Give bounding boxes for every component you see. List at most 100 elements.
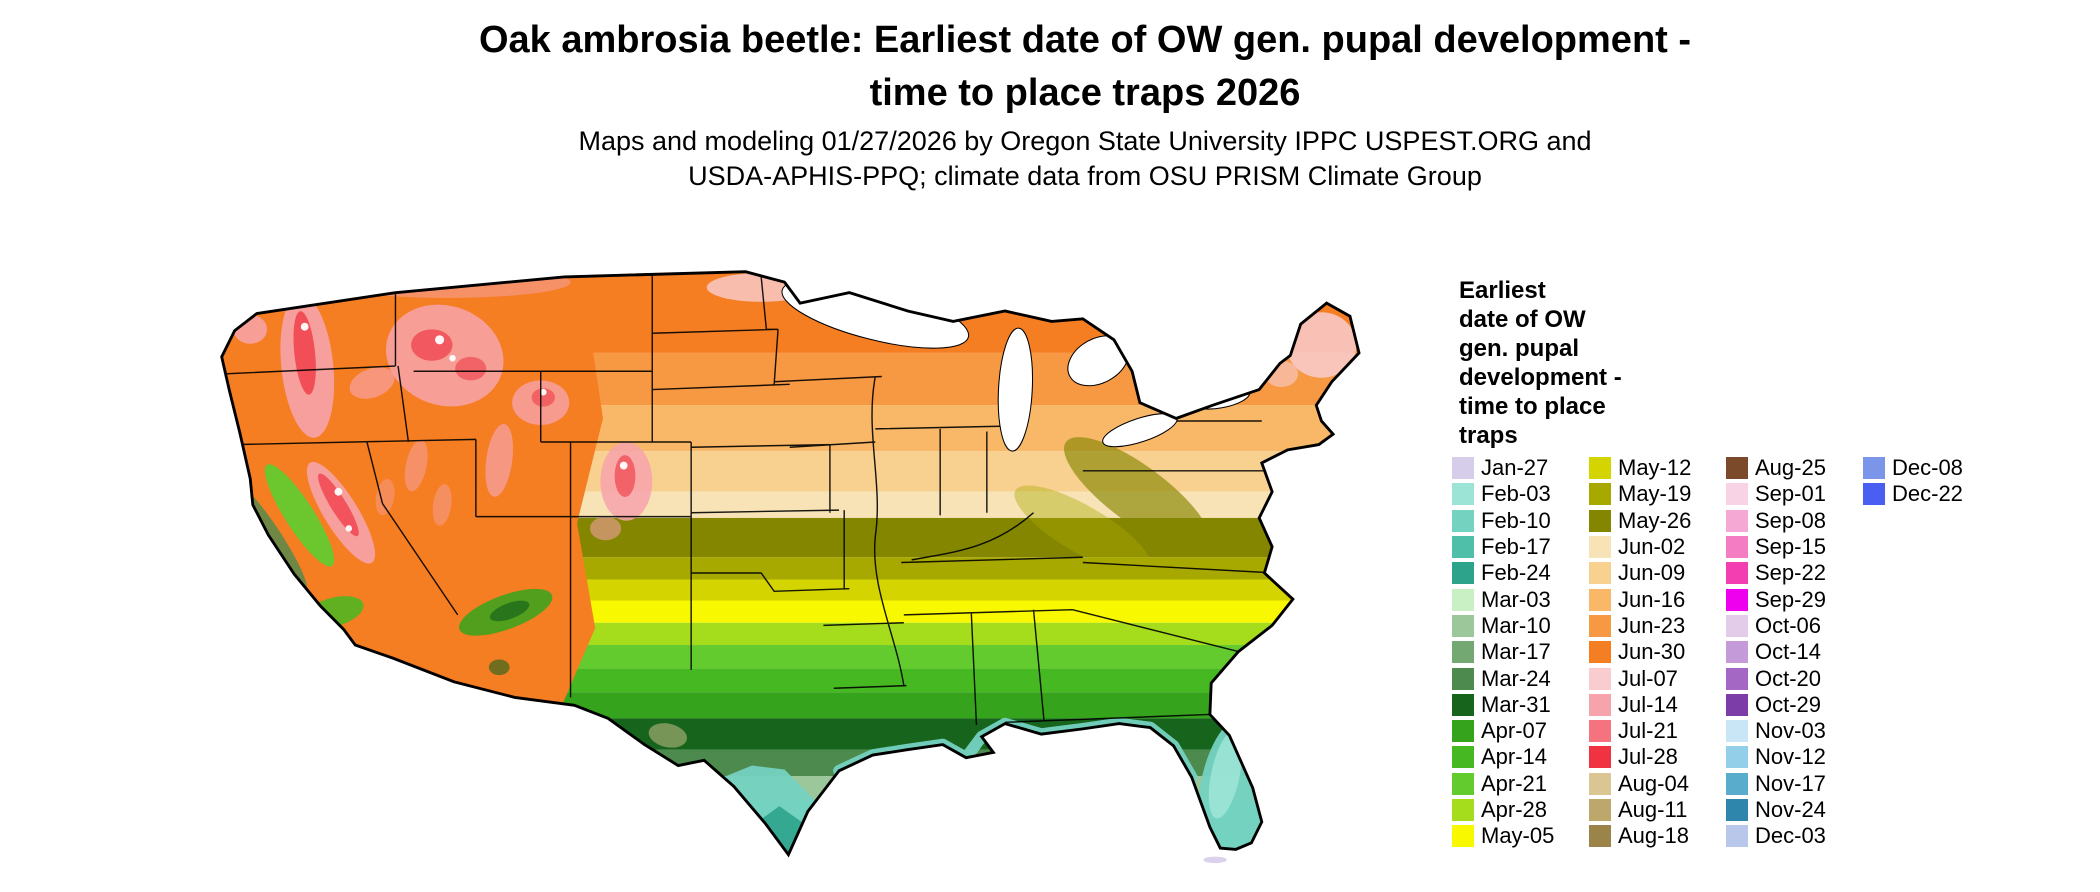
- legend-label: Apr-07: [1481, 718, 1548, 744]
- legend-entry: Aug-18: [1589, 823, 1726, 849]
- legend-label: Apr-28: [1481, 797, 1548, 822]
- legend-label: Dec-08: [1892, 455, 1963, 481]
- legend-label: May-19: [1618, 481, 1692, 507]
- legend-entry: Jan-27: [1452, 455, 1589, 481]
- snow-peak-dot: [345, 525, 353, 532]
- legend-swatch: [1452, 562, 1474, 585]
- legend-label: Mar-31: [1481, 691, 1551, 717]
- legend-swatch: [1726, 693, 1748, 716]
- legend-label: Jun-02: [1618, 534, 1686, 560]
- legend-entry: Aug-25: [1726, 455, 1863, 481]
- legend-swatch: [1589, 825, 1611, 848]
- great-lakes: [781, 278, 1251, 452]
- snow-peak-dot: [300, 322, 309, 331]
- legend-swatch: [1589, 588, 1611, 611]
- legend-label: Feb-17: [1481, 534, 1551, 560]
- legend-label: Feb-10: [1481, 507, 1551, 533]
- legend-entry: May-19: [1589, 481, 1726, 507]
- legend-title-line: development -: [1459, 364, 1622, 391]
- legend-swatch: [1589, 483, 1611, 506]
- subtitle-line-1: Maps and modeling 01/27/2026 by Oregon S…: [578, 126, 1592, 156]
- legend-entry: Oct-20: [1726, 665, 1863, 691]
- florida-inner-patch: [1208, 731, 1243, 819]
- legend-swatch: [1726, 825, 1748, 848]
- lake-michigan: [997, 327, 1034, 452]
- us-map-figure: [175, 235, 1420, 890]
- legend-swatch: [1589, 457, 1611, 480]
- legend-label: Mar-10: [1481, 612, 1551, 638]
- snow-peak-dot: [540, 388, 547, 396]
- legend-entry: Feb-10: [1452, 508, 1589, 534]
- legend-swatch: [1863, 483, 1885, 506]
- legend-entry: Jul-14: [1589, 692, 1726, 718]
- us-outline: [220, 270, 1361, 858]
- snow-peak-dot: [334, 487, 343, 496]
- legend-swatch: [1452, 588, 1474, 611]
- west-terrain: [233, 294, 687, 748]
- legend-swatch: [1589, 536, 1611, 559]
- legend-label: May-05: [1481, 823, 1555, 849]
- maine-patch: [1286, 312, 1357, 378]
- legend-label: Oct-20: [1755, 665, 1822, 691]
- legend-entry: Sep-29: [1726, 586, 1863, 612]
- legend-entry: May-26: [1589, 508, 1726, 534]
- legend-label: Oct-14: [1755, 639, 1822, 665]
- legend-label: Aug-11: [1618, 797, 1688, 822]
- legend-entry: Aug-11: [1589, 797, 1726, 823]
- legend-label: Sep-15: [1755, 534, 1826, 560]
- colorado-core-patch: [614, 455, 636, 497]
- legend-label: Oct-29: [1755, 691, 1822, 717]
- legend-entry: Aug-04: [1589, 771, 1726, 797]
- legend-entry: Sep-08: [1726, 508, 1863, 534]
- legend-label: Oct-06: [1755, 612, 1822, 638]
- title-line-2: time to place traps 2026: [869, 72, 1301, 114]
- legend-swatch: [1589, 693, 1611, 716]
- bitterroot-patch: [411, 329, 453, 361]
- blue-mountains-patch: [349, 367, 395, 399]
- legend-entry: Sep-01: [1726, 481, 1863, 507]
- legend-column: Dec-08 Dec-22: [1863, 455, 2000, 508]
- legend-swatch: [1726, 772, 1748, 795]
- legend-entry: Jun-09: [1589, 560, 1726, 586]
- legend-title-line: gen. pupal: [1459, 335, 1579, 362]
- legend-entry: Jun-23: [1589, 613, 1726, 639]
- legend-swatch: [1589, 562, 1611, 585]
- legend-title-line: time to place: [1459, 393, 1606, 420]
- mogollon-core-patch: [489, 600, 530, 622]
- legend-swatch: [1726, 614, 1748, 637]
- legend-entry: Dec-08: [1863, 455, 2000, 481]
- legend-label: Nov-17: [1755, 770, 1826, 796]
- legend-label: Aug-04: [1618, 770, 1689, 796]
- legend-entry: Apr-28: [1452, 797, 1589, 823]
- legend-label: Jul-21: [1618, 718, 1678, 744]
- legend-entry: Dec-22: [1863, 481, 2000, 507]
- nevada-range-patch: [432, 484, 452, 526]
- yellowstone-core-patch: [531, 388, 555, 407]
- legend-entry: Feb-24: [1452, 560, 1589, 586]
- legend-swatch: [1726, 746, 1748, 769]
- san-juan-patch: [590, 516, 622, 541]
- florida-keys-patch: [1203, 856, 1227, 864]
- socal-coast-patch: [312, 618, 329, 630]
- legend-entry: Mar-03: [1452, 586, 1589, 612]
- legend-entry: Apr-21: [1452, 771, 1589, 797]
- legend-entry: Nov-24: [1726, 797, 1863, 823]
- sky-islands-patch: [488, 659, 510, 676]
- big-bend-patch: [648, 723, 687, 748]
- legend-title-line: traps: [1459, 422, 1518, 449]
- page-subtitle: Maps and modeling 01/27/2026 by Oregon S…: [40, 124, 2100, 194]
- legend-label: Nov-12: [1755, 744, 1826, 770]
- legend-swatch: [1726, 483, 1748, 506]
- subtitle-line-2: USDA-APHIS-PPQ; climate data from OSU PR…: [688, 161, 1482, 191]
- legend-label: Nov-24: [1755, 797, 1826, 822]
- legend-swatch: [1452, 693, 1474, 716]
- legend-label: Jul-07: [1618, 665, 1678, 691]
- legend-swatch: [1589, 799, 1611, 821]
- legend-column: Jan-27 Feb-03 Feb-10 Feb-17 Feb-24 Mar-03 Mar-…: [1452, 455, 1589, 849]
- legend-swatch: [1726, 799, 1748, 821]
- legend-entry: Mar-10: [1452, 613, 1589, 639]
- legend-entry: Nov-12: [1726, 744, 1863, 770]
- legend-entry: Nov-03: [1726, 718, 1863, 744]
- legend-label: Jun-30: [1618, 639, 1686, 665]
- legend-label: Dec-03: [1755, 823, 1826, 849]
